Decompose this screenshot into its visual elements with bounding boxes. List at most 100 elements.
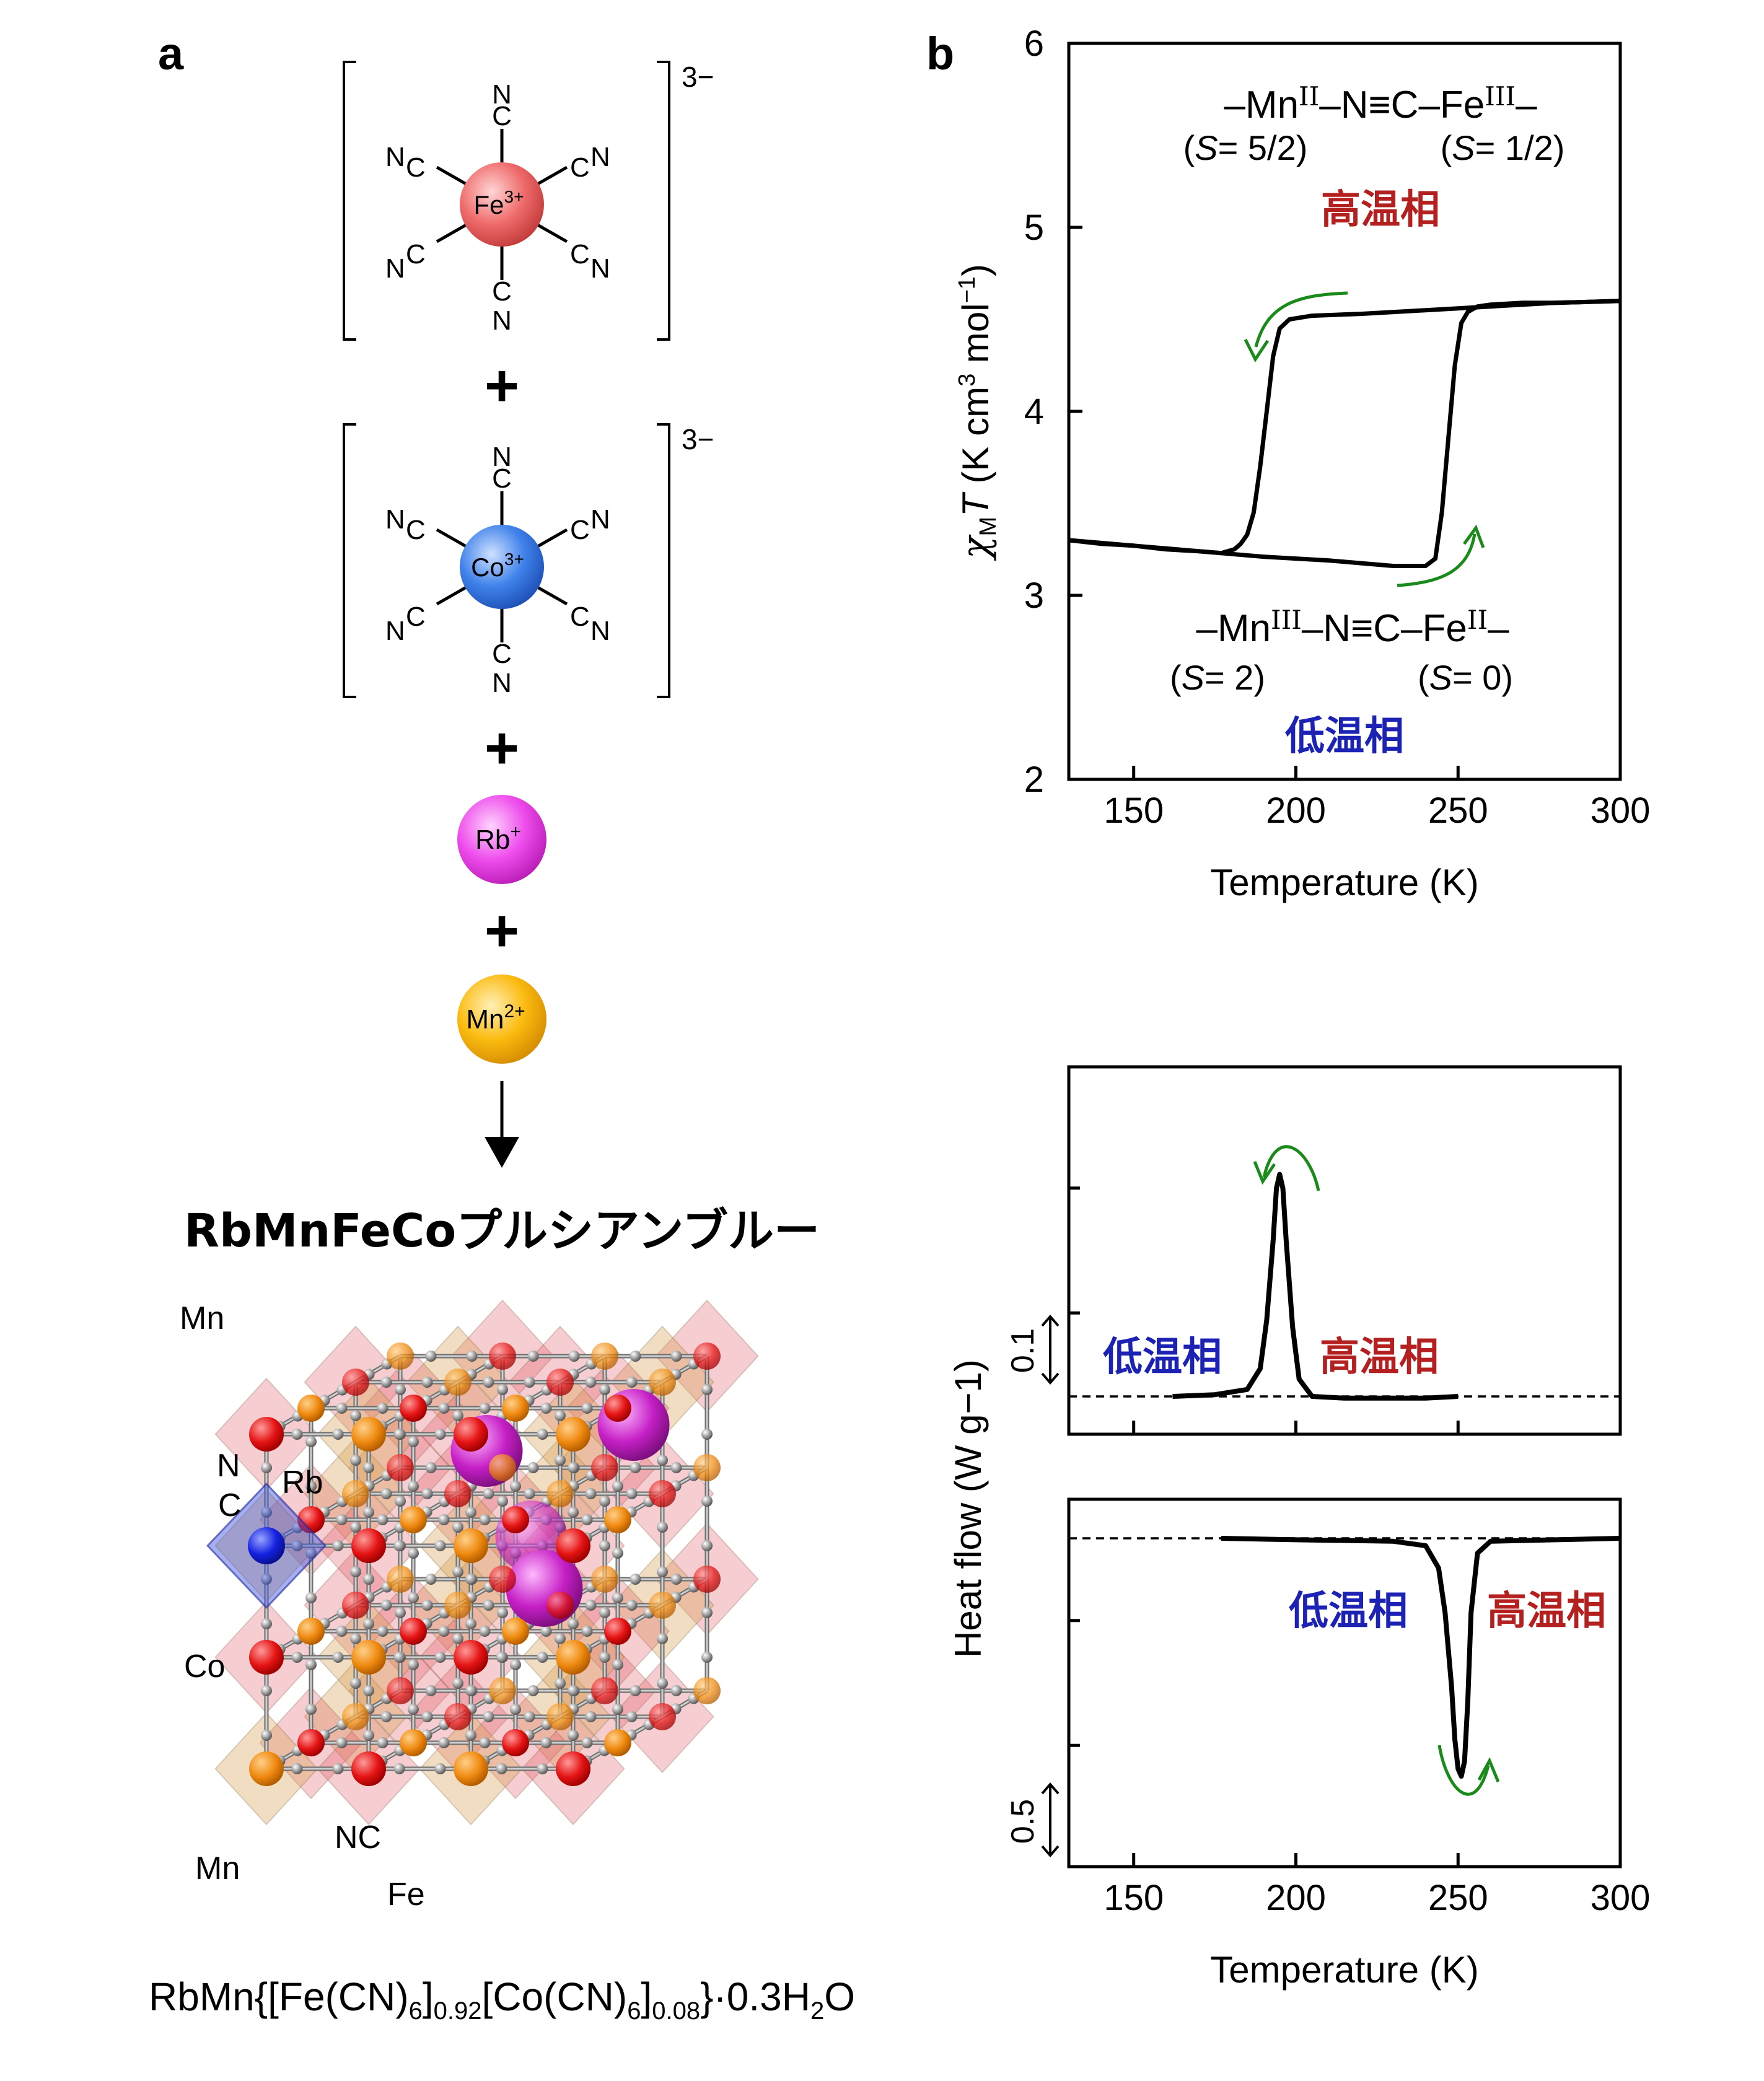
y-tick-label: 4 [1024,392,1044,432]
cn-atom [612,1592,623,1603]
cn-atom [612,1659,623,1670]
fe-atom [387,1677,414,1704]
cn-atom [350,1455,361,1466]
cn-atom [568,1618,579,1629]
ligand-c: C [406,239,426,269]
ligand-n: N [385,253,405,284]
cn-atom [657,1633,668,1644]
ligand-c: C [492,639,512,669]
cn-atom [630,1351,641,1362]
y-tick-label: 3 [1024,576,1044,616]
ligand-c: C [570,152,590,183]
cn-atom [657,1522,668,1533]
cn-atom [305,1704,317,1715]
fe-atom [454,1640,488,1675]
mn-atom [400,1729,427,1756]
panel-b: b 150 200 250 300 2 3 4 5 6 Temperature (K) χMT … [926,24,1650,1991]
cn-atom [332,1429,344,1440]
mn-atom [693,1454,721,1481]
cn-atom [421,1600,433,1611]
cn-atom [305,1592,317,1603]
fe-atom [604,1395,631,1422]
cn-atom [336,1626,348,1637]
ligand-n: N [385,504,405,535]
fe-complex-charge: 3− [682,61,714,93]
cn-atom [408,1481,419,1492]
cn-atom [377,1737,388,1748]
cn-atom [465,1574,476,1585]
cn-atom [701,1540,713,1551]
rb-ion-sphere [457,795,546,884]
heating-arrow [1397,524,1485,587]
mn-atom [387,1343,414,1370]
cn-atom [626,1377,638,1388]
cn-atom [291,1429,303,1440]
plus-sign: + [485,898,519,964]
cn-atom [585,1377,597,1388]
product-name: RbMnFeCoプルシアンブルー [184,1204,820,1258]
cn-atom [701,1429,713,1440]
cn-atom [363,1685,374,1696]
cn-atom [363,1507,374,1518]
fe-atom [454,1417,488,1452]
ligand-c: C [492,101,512,131]
co-complex: 3− Co3+ N C C N N C C N N C C N [343,423,714,698]
mn-atom [502,1395,529,1422]
fe-atom [556,1751,590,1786]
fe-atom [342,1592,369,1619]
mn-atom [693,1677,721,1704]
cn-atom [332,1763,344,1774]
series-cooling-line [1068,299,1621,556]
cn-atom [483,1711,494,1722]
cn-atom [350,1633,361,1644]
series-heating-line [1068,299,1621,568]
ligand-c: C [406,602,426,632]
cn-atom [479,1626,491,1637]
cn-atom [452,1678,463,1689]
cn-atom [408,1659,419,1670]
structure-label-mn: Mn [180,1300,224,1336]
dsc-cooling-panel: 0.1 低温相 高温相 [1005,1065,1622,1436]
cn-atom [568,1507,579,1518]
ligand-c: C [570,602,590,632]
cn-atom [670,1574,682,1585]
cn-atom [395,1496,406,1507]
cn-atom [701,1652,713,1663]
fe-atom [693,1566,721,1593]
fe-atom [489,1343,516,1370]
fe-atom [351,1751,386,1786]
cn-atom [612,1704,623,1715]
fe-atom [444,1703,472,1730]
mn-atom [604,1729,631,1756]
cn-atom [568,1685,579,1696]
cn-atom [537,1652,548,1663]
cn-atom [380,1711,392,1722]
crystal-structure [206,1299,759,1826]
cn-atom [483,1488,494,1499]
x-tick-label: 250 [1428,1878,1488,1918]
panel-a-label: a [158,28,184,79]
cn-atom [434,1763,446,1774]
cn-atom [496,1652,507,1663]
cn-atom [670,1351,682,1362]
mn-atom [489,1677,516,1704]
cn-atom [537,1429,548,1440]
ligand-n: N [492,305,512,336]
panel-a: a 3− Fe3+ N C C N N C C N N [149,28,855,2025]
cn-atom [701,1496,713,1507]
plus-sign: + [485,715,519,781]
y-tick-label: 2 [1024,760,1044,800]
cn-atom [452,1522,463,1533]
left-bracket [343,423,356,698]
mn-atom [297,1618,325,1645]
cn-atom [377,1403,388,1414]
cn-atom [612,1548,623,1559]
cn-atom [630,1574,641,1585]
cn-atom [581,1403,593,1414]
cn-atom [305,1548,317,1559]
cn-atom [524,1377,535,1388]
ligand-c: C [406,152,426,183]
co-ion-symbol: Co3+ [471,550,524,582]
mn-atom [591,1343,618,1370]
